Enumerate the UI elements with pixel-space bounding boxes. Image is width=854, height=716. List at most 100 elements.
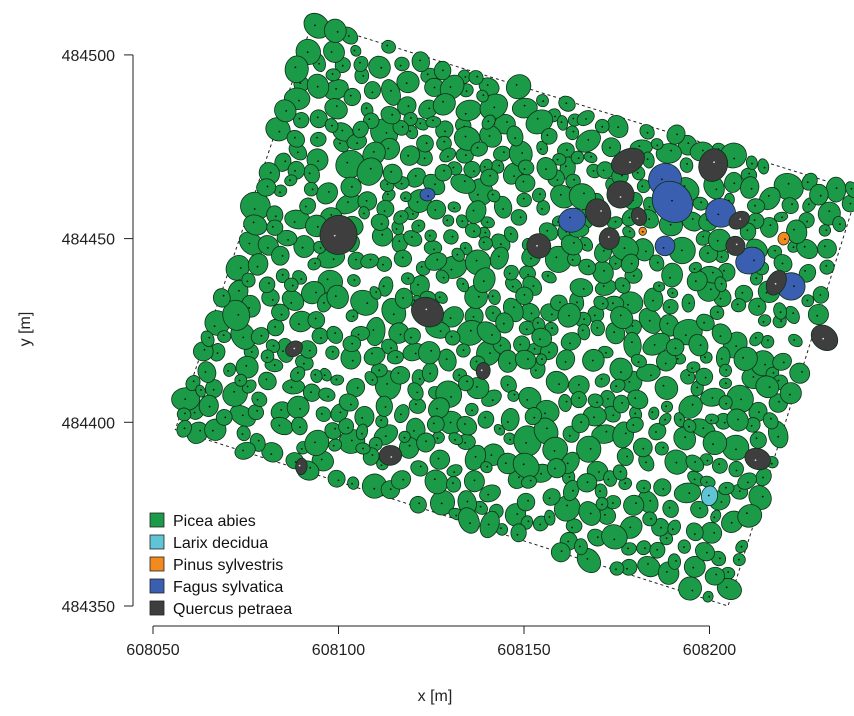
stem-position [566, 149, 568, 151]
picea-abies-crown [424, 229, 437, 242]
stem-position [351, 342, 354, 345]
stem-position [266, 356, 268, 359]
picea-abies-crown [510, 209, 528, 226]
stem-position [279, 191, 281, 194]
picea-abies-crown [662, 298, 679, 315]
stem-position [464, 112, 467, 115]
picea-abies-crown [749, 431, 767, 449]
stem-position [559, 301, 561, 304]
stem-position [668, 506, 671, 509]
stem-position [702, 149, 704, 152]
stem-position [428, 234, 431, 237]
stem-position [455, 514, 458, 517]
y-tick-label: 484400 [62, 415, 115, 432]
picea-abies-crown [458, 375, 474, 392]
stem-position [436, 258, 439, 261]
stem-position [399, 64, 402, 67]
stem-position [514, 137, 517, 140]
stem-position [602, 249, 605, 252]
stem-position [730, 521, 733, 524]
stem-position [530, 312, 533, 315]
stem-position [418, 377, 421, 380]
stem-position [506, 421, 509, 423]
stem-position [521, 152, 524, 154]
legend-item: Pinus sylvestris [149, 556, 283, 574]
picea-abies-crown [685, 522, 704, 542]
x-tick-label: 608050 [126, 642, 179, 659]
quercus-petraea-crown [295, 457, 308, 476]
picea-abies-crown [667, 519, 681, 536]
stem-position [628, 381, 631, 383]
legend-label: Pinus sylvestris [173, 557, 283, 574]
picea-abies-crown [489, 246, 509, 270]
stem-position [347, 201, 349, 204]
stem-position [513, 306, 515, 309]
stem-position [356, 387, 359, 389]
stem-position [522, 197, 525, 200]
stem-position [691, 218, 694, 220]
stem-position [462, 283, 465, 285]
picea-abies-crown [626, 416, 644, 433]
picea-abies-crown [518, 159, 535, 176]
picea-abies-crown [386, 350, 404, 365]
picea-abies-crown [393, 210, 409, 225]
stem-position [492, 312, 494, 314]
picea-abies-crown [428, 397, 450, 420]
stem-position [819, 294, 822, 296]
stem-position [428, 107, 431, 110]
stem-position [369, 258, 372, 261]
stem-position [765, 291, 768, 294]
stem-position [687, 142, 690, 145]
picea-abies-crown [343, 87, 362, 107]
picea-abies-crown [737, 504, 763, 528]
picea-abies-crown [473, 267, 496, 293]
stem-position [299, 426, 301, 429]
stem-position [483, 166, 486, 168]
stem-position [704, 376, 707, 379]
stem-position [331, 124, 333, 127]
stem-position [684, 436, 687, 439]
stem-position [320, 413, 323, 415]
picea-abies-crown [678, 576, 702, 601]
stem-position [239, 267, 242, 269]
stem-position [440, 502, 443, 505]
stem-position [294, 461, 297, 463]
picea-abies-crown [500, 408, 520, 432]
quercus-petraea-crown [744, 447, 771, 471]
picea-abies-crown [503, 264, 519, 281]
stem-position [572, 130, 575, 133]
stem-position [630, 262, 633, 265]
stem-position [518, 476, 520, 479]
stem-position [208, 405, 211, 408]
stem-position [607, 478, 610, 481]
stem-position [580, 421, 583, 424]
stem-position [212, 388, 215, 391]
picea-abies-crown [636, 479, 652, 494]
stem-position [693, 533, 696, 535]
stem-position [317, 160, 319, 163]
picea-abies-crown [325, 345, 340, 360]
stem-position [222, 334, 225, 336]
y-tick-label: 484350 [62, 599, 115, 616]
picea-abies-crown [587, 393, 604, 408]
stem-position [573, 241, 575, 244]
stem-position [569, 342, 571, 345]
picea-abies-crown [303, 163, 320, 184]
stem-position [303, 362, 305, 365]
stem-position [294, 136, 296, 139]
stem-position [314, 441, 316, 444]
stem-position [719, 335, 722, 337]
picea-abies-crown [418, 341, 441, 365]
picea-abies-crown [507, 390, 520, 402]
picea-abies-crown [845, 181, 854, 199]
stem-position [671, 199, 673, 202]
stem-position [564, 361, 567, 363]
stem-position [823, 245, 826, 248]
picea-abies-crown [480, 461, 493, 474]
stem-position [487, 523, 490, 526]
stem-position [717, 213, 720, 216]
stem-position [739, 218, 742, 221]
stem-position [688, 302, 691, 305]
stem-position [737, 418, 739, 421]
stem-position [523, 294, 526, 296]
